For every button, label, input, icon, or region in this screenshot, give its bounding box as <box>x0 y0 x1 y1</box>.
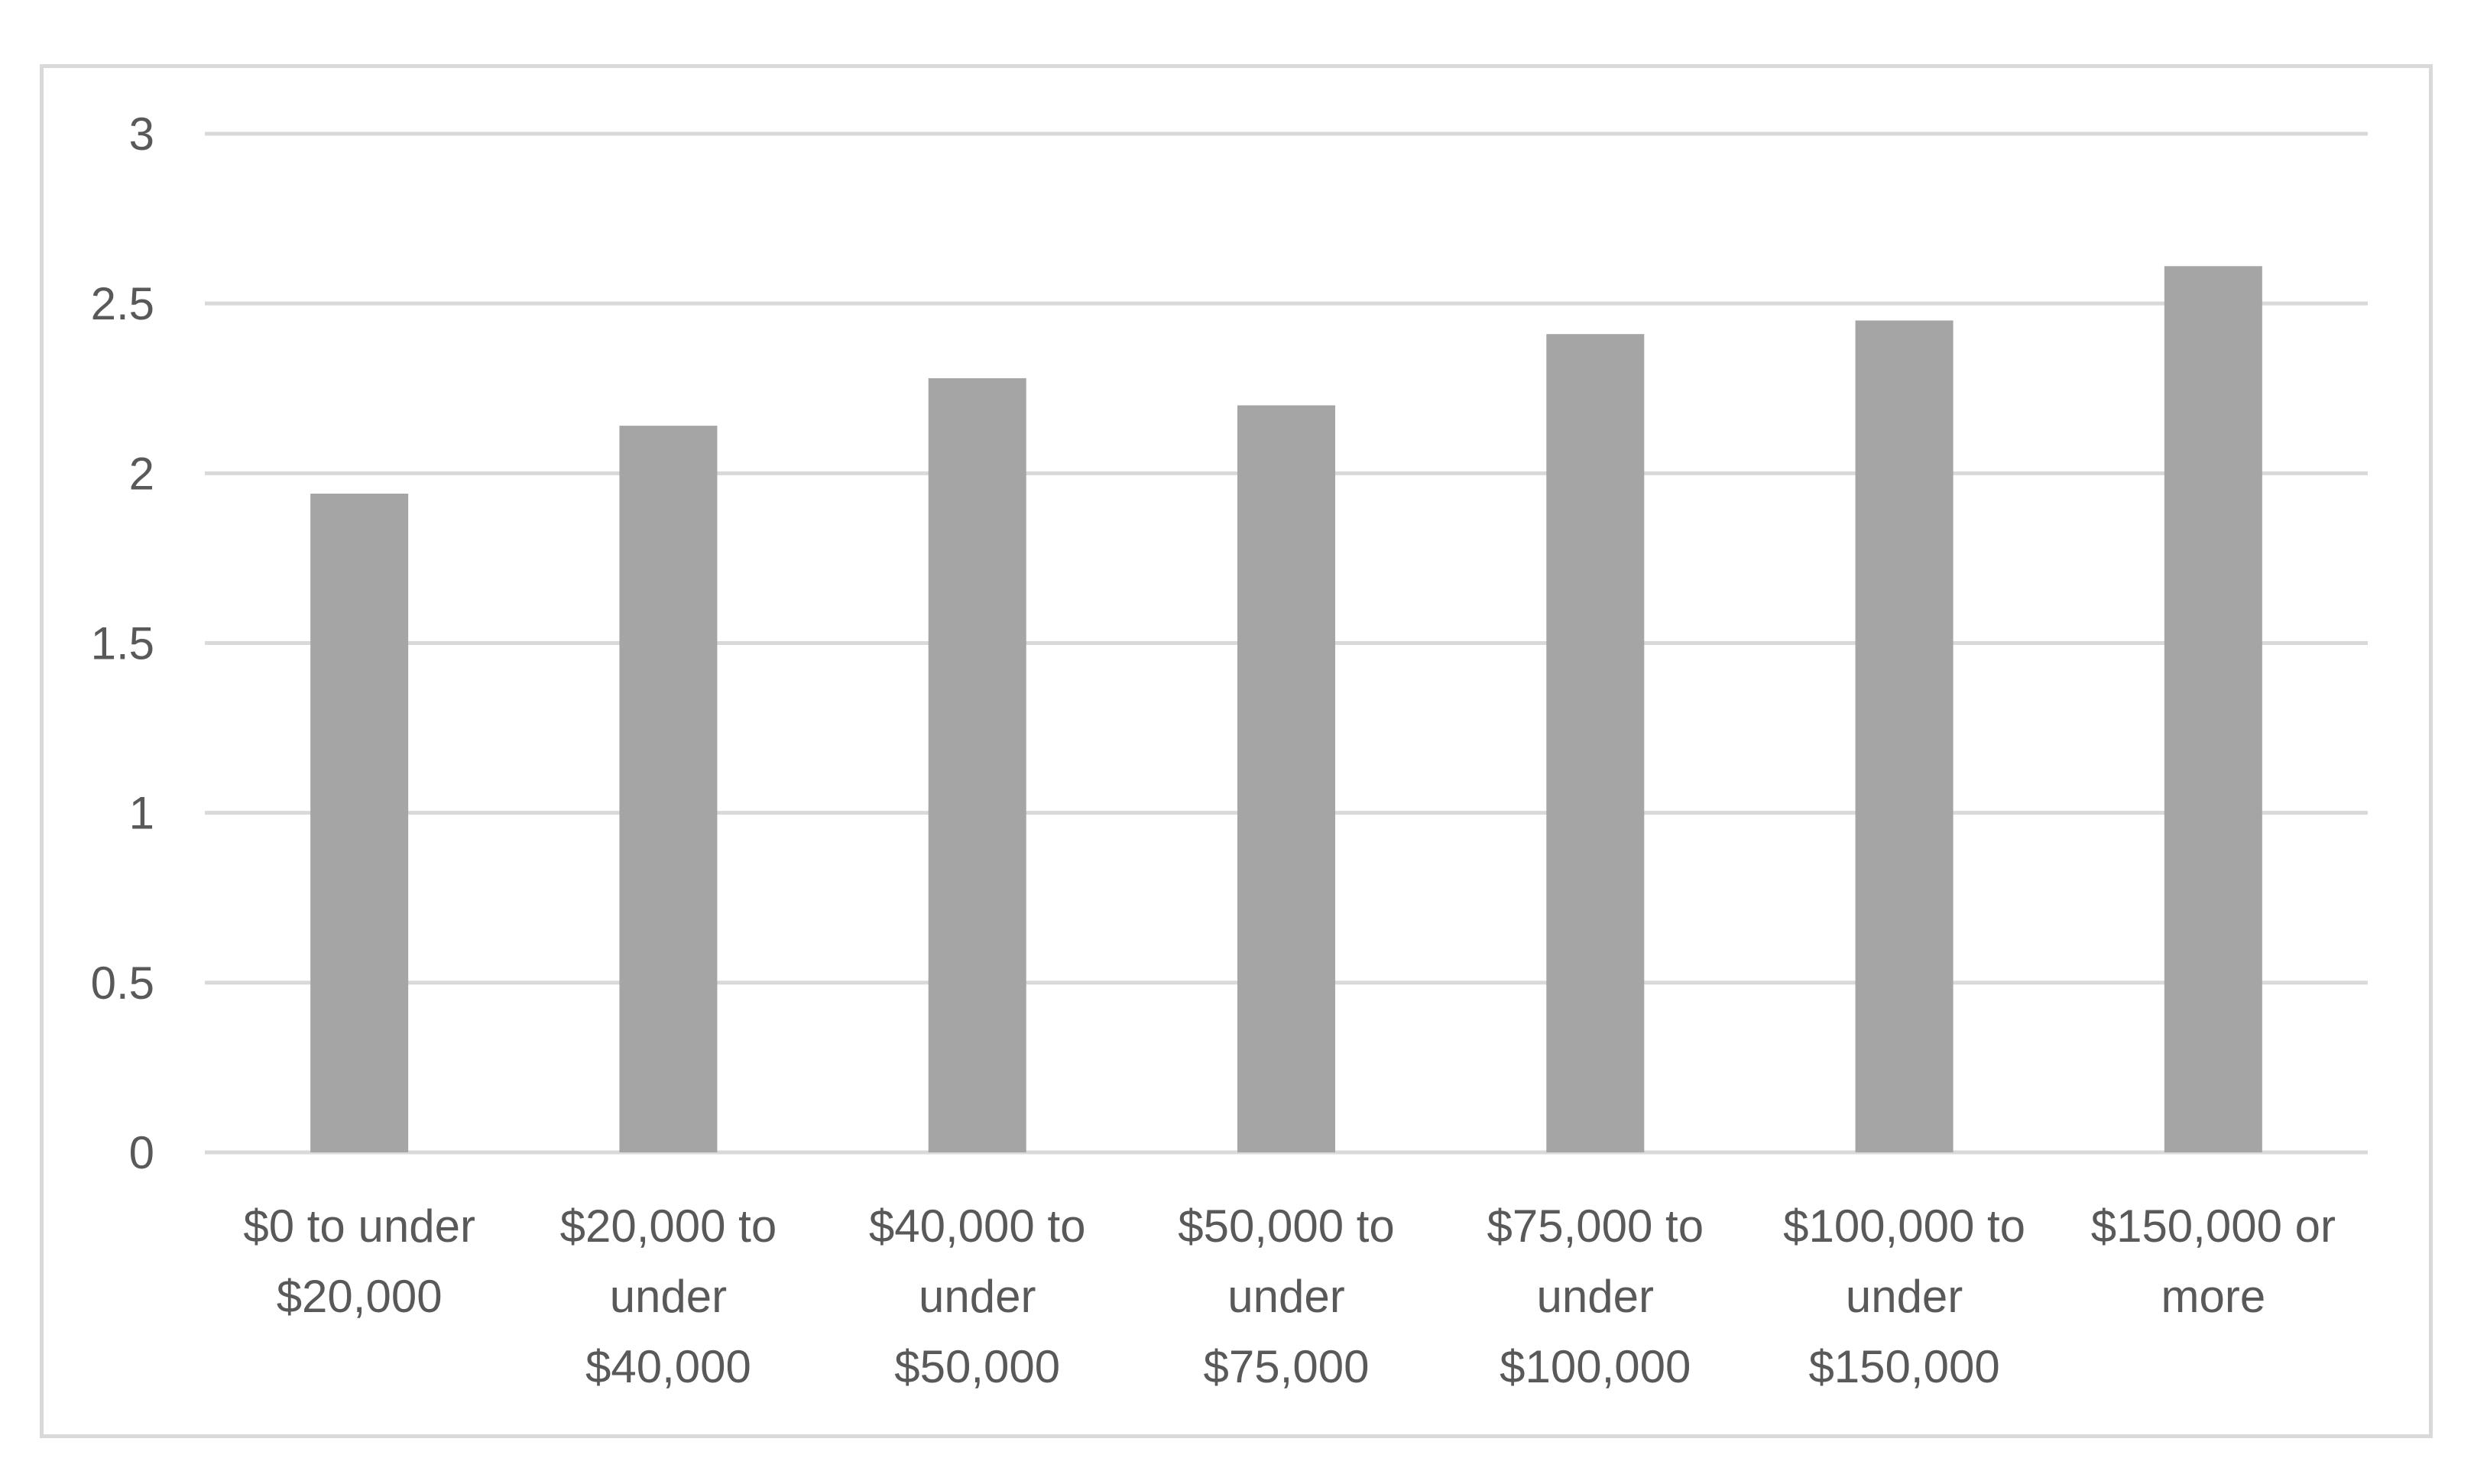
x-category-label-line: $40,000 <box>585 1341 751 1392</box>
bars <box>310 266 2262 1153</box>
x-category-label-line: $75,000 to <box>1487 1200 1704 1252</box>
bar <box>2164 266 2262 1152</box>
x-category-label: $0 to under $20,000 <box>243 1200 475 1322</box>
bar <box>928 377 1026 1152</box>
x-category-label-line: under <box>1227 1271 1344 1322</box>
y-tick-label: 1.5 <box>91 618 154 669</box>
x-category-label-line: $20,000 to <box>560 1200 777 1252</box>
y-tick-label: 1 <box>129 788 154 839</box>
x-category-label: $40,000 to under $50,000 <box>869 1200 1086 1392</box>
bar <box>1237 405 1335 1152</box>
x-category-label-line: under <box>1846 1271 1963 1322</box>
x-category-label-line: more <box>2161 1271 2266 1322</box>
x-category-label-line: $100,000 to <box>1783 1200 2025 1252</box>
y-tick-label: 0.5 <box>91 957 154 1009</box>
x-category-label-line: $150,000 <box>1808 1341 1999 1392</box>
y-axis-tick-labels: 0 0.5 1 1.5 2 2.5 3 <box>91 109 154 1178</box>
x-category-label-line: $50,000 to <box>1178 1200 1395 1252</box>
x-category-label: $150,000 or more <box>2091 1200 2336 1322</box>
x-category-label: $100,000 to under $150,000 <box>1783 1200 2025 1392</box>
x-category-label-line: $40,000 to <box>869 1200 1086 1252</box>
x-category-label-line: under <box>919 1271 1036 1322</box>
x-category-label-line: $100,000 <box>1500 1341 1691 1392</box>
x-axis-category-labels: $0 to under $20,000$20,000 to under $40,000… <box>243 1200 2336 1392</box>
x-category-label-line: $20,000 <box>277 1271 443 1322</box>
x-category-label: $20,000 to under $40,000 <box>560 1200 777 1392</box>
bar <box>1546 334 1645 1152</box>
x-category-label-line: under <box>1537 1271 1654 1322</box>
bar <box>619 426 718 1152</box>
y-tick-label: 3 <box>129 109 154 160</box>
x-category-label-line: $0 to under <box>243 1200 475 1252</box>
bar <box>1855 320 1954 1153</box>
y-tick-label: 0 <box>129 1127 154 1178</box>
x-category-label: $75,000 to under $100,000 <box>1487 1200 1704 1392</box>
y-tick-label: 2.5 <box>91 278 154 329</box>
x-category-label: $50,000 to under $75,000 <box>1178 1200 1395 1392</box>
x-category-label-line: $50,000 <box>894 1341 1060 1392</box>
x-category-label-line: under <box>610 1271 727 1322</box>
x-category-label-line: $150,000 or <box>2091 1200 2336 1252</box>
chart-frame <box>40 64 2433 1438</box>
bar <box>310 493 409 1152</box>
x-category-label-line: $75,000 <box>1204 1341 1370 1392</box>
y-tick-label: 2 <box>129 448 154 499</box>
